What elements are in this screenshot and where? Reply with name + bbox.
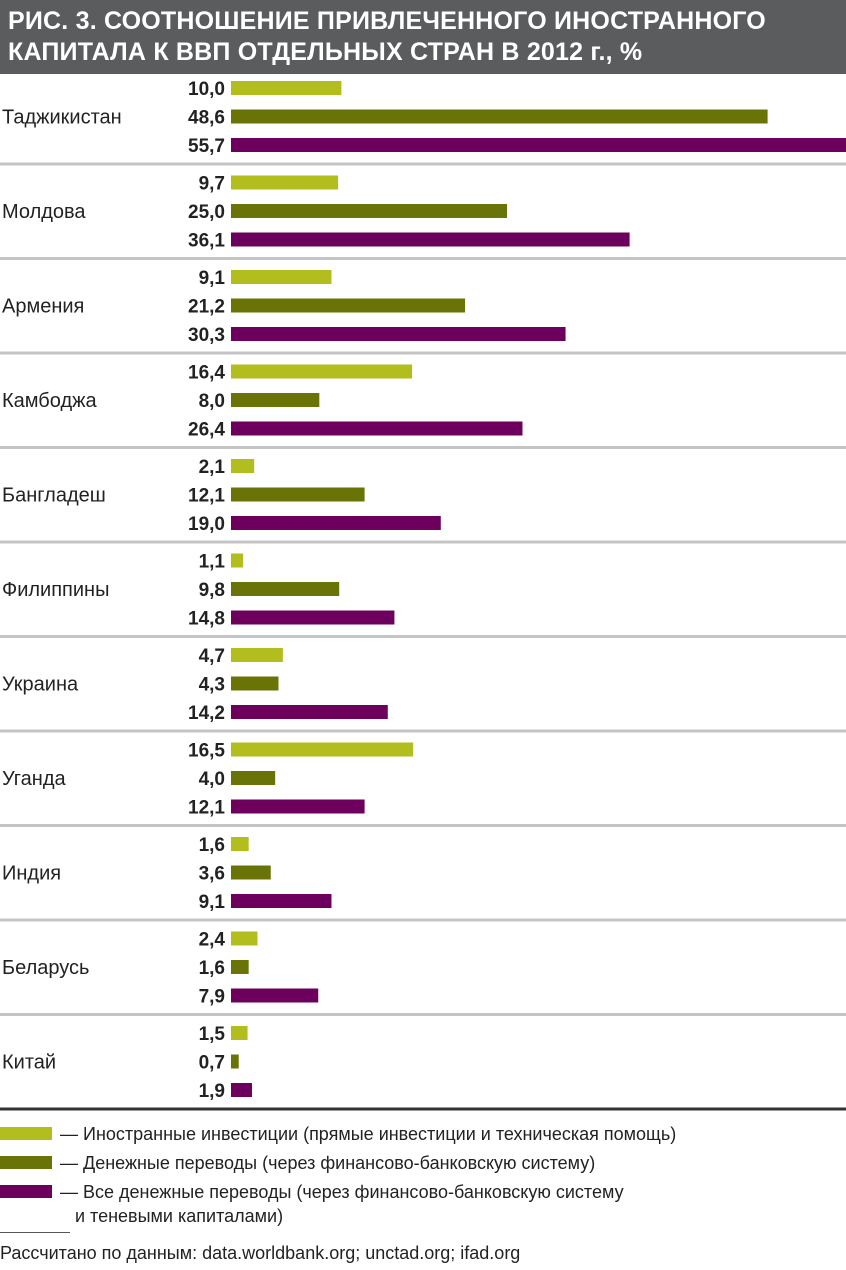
data-label: 10,0 [188,79,225,100]
legend-label-line-2: и теневыми капиталами) [75,1206,284,1226]
bar [231,175,339,190]
bar [231,771,276,785]
legend-item-all-remittances: — Все денежные переводы (через финансово… [0,1180,846,1228]
bar [231,459,255,473]
bar [231,837,249,851]
data-label: 9,1 [199,892,226,913]
country-label: Камбоджа [2,390,97,412]
country-label: Украина [2,674,79,696]
bar [231,894,332,908]
bar [231,676,279,691]
data-label: 14,2 [188,703,225,724]
country-label: Уганда [2,768,67,790]
bar [231,270,332,284]
legend-swatch [0,1185,52,1198]
country-label: Беларусь [2,957,89,979]
data-label: 16,4 [188,363,225,384]
title-line-1: РИС. 3. СООТНОШЕНИЕ ПРИВЛЕЧЕННОГО ИНОСТР… [8,7,766,35]
data-label: 26,4 [188,420,225,441]
data-label: 48,6 [188,108,225,129]
data-label: 30,3 [188,325,225,346]
data-label: 2,4 [199,930,226,951]
country-label: Китай [2,1052,56,1074]
country-label: Армения [2,296,84,318]
title-line-2: КАПИТАЛА К ВВП ОТДЕЛЬНЫХ СТРАН В 2012 г.… [8,38,643,66]
bar [231,931,258,946]
data-label: 4,3 [199,675,225,696]
data-label: 9,8 [199,580,225,601]
country-label: Молдова [2,201,86,223]
bar [231,138,846,152]
data-label: 1,6 [199,958,225,979]
data-label: 12,1 [188,798,225,819]
bar [231,705,388,719]
bar [231,610,395,625]
data-label: 4,0 [199,769,225,790]
country-label: Филиппины [2,579,109,601]
legend-item-remittances: — Денежные переводы (через финансово-бан… [0,1151,846,1180]
data-label: 1,1 [199,552,226,573]
source-note: Рассчитано по данным: data.worldbank.org… [0,1243,521,1263]
bar [231,582,340,596]
bar [231,1026,248,1040]
bar [231,487,365,502]
bar [231,364,413,379]
data-label: 55,7 [188,136,225,157]
bar [231,865,271,880]
data-label: 0,7 [199,1053,225,1074]
data-label: 16,5 [188,741,225,762]
bar [231,393,320,407]
bar [231,960,249,974]
bar [231,1054,239,1069]
bar [231,553,244,568]
country-label: Индия [2,863,61,885]
country-label: Бангладеш [2,485,106,507]
data-label: 7,9 [199,987,225,1008]
data-label: 3,6 [199,864,225,885]
bar [231,204,508,218]
bar [231,516,441,530]
data-label: 1,9 [199,1081,225,1102]
legend-label: — Иностранные инвестиции (прямые инвести… [60,1124,677,1144]
legend-swatch [0,1156,52,1169]
data-label: 1,5 [199,1024,226,1045]
legend-label: — Все денежные переводы (через финансово… [60,1180,624,1228]
bar [231,327,566,341]
data-label: 1,6 [199,835,225,856]
legend: — Иностранные инвестиции (прямые инвести… [0,1122,846,1228]
data-label: 25,0 [188,202,225,223]
bar [231,988,319,1003]
bar [231,1083,252,1097]
data-label: 9,7 [199,174,225,195]
legend-label-line-1: — Все денежные переводы (через финансово… [60,1182,624,1202]
bar [231,298,466,313]
legend-item-foreign-investment: — Иностранные инвестиции (прямые инвести… [0,1122,846,1151]
legend-label: — Денежные переводы (через финансово-бан… [60,1153,596,1173]
bar [231,742,414,757]
footnote-divider [0,1232,70,1233]
data-label: 12,1 [188,486,225,507]
bar [231,648,283,662]
data-label: 36,1 [188,231,225,252]
bar [231,109,768,124]
bar [231,799,365,814]
data-label: 4,7 [199,646,225,667]
legend-swatch [0,1127,52,1140]
data-label: 8,0 [199,391,225,412]
bar [231,421,523,436]
data-label: 19,0 [188,514,225,535]
data-label: 21,2 [188,297,225,318]
bar-chart: Таджикистан 10,0 48,6 55,7 Молдова 9,7 25,0 36,… [0,79,846,1111]
bar [231,232,630,247]
data-label: 14,8 [188,609,225,630]
data-label: 9,1 [199,268,226,289]
chart-title: РИС. 3. СООТНОШЕНИЕ ПРИВЛЕЧЕННОГО ИНОСТР… [0,0,846,74]
data-label: 2,1 [199,457,226,478]
bar [231,81,342,95]
country-label: Таджикистан [2,107,122,129]
